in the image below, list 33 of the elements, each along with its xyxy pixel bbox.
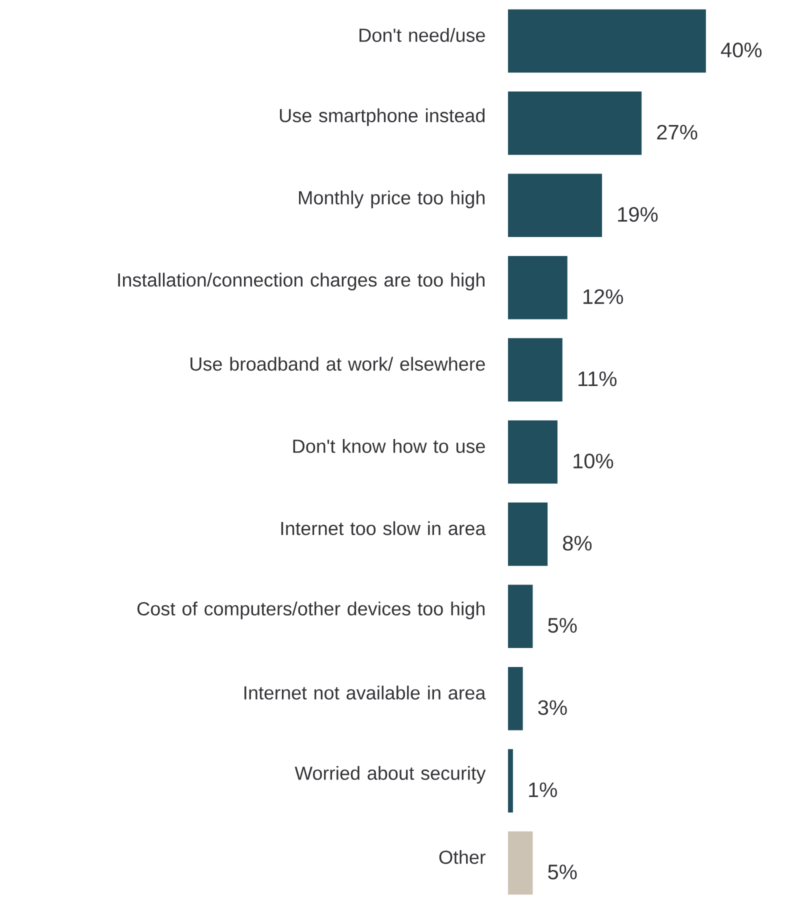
data-label: 3% (538, 700, 567, 716)
y-tick-label: Use smartphone instead (280, 108, 485, 126)
bar (508, 9, 706, 73)
data-label: 27% (657, 124, 698, 140)
bar (508, 256, 568, 320)
y-tick-label: Don't know how to use (293, 439, 485, 453)
bar (508, 831, 533, 895)
y-tick-label: Other (439, 850, 486, 864)
bar (508, 502, 548, 566)
data-label: 5% (548, 618, 577, 633)
bar (508, 584, 533, 648)
bar (508, 666, 523, 730)
bar (508, 420, 558, 484)
y-tick-label: Worried about security (294, 766, 486, 784)
y-tick-label: Cost of computers/other devices too high (137, 602, 485, 620)
data-label: 10% (574, 454, 614, 468)
y-tick-label: Don't need/use (360, 28, 485, 42)
bar (508, 174, 602, 238)
y-tick-label: Monthly price too high (299, 190, 485, 208)
data-label: 1% (529, 782, 557, 798)
data-label: 12% (583, 289, 624, 304)
data-label: 11% (578, 371, 617, 386)
bar (508, 749, 513, 812)
data-label: 40% (720, 42, 762, 58)
data-label: 19% (618, 206, 658, 222)
bar (508, 338, 562, 402)
y-tick-label: Use broadband at work/ elsewhere (190, 356, 485, 371)
bar (508, 92, 642, 155)
y-tick-label: Internet too slow in area (281, 521, 486, 536)
y-tick-label: Internet not available in area (244, 686, 486, 700)
data-label: 8% (563, 536, 592, 551)
y-tick-label: Installation/connection charges are too high (118, 272, 484, 290)
data-label: 5% (548, 864, 577, 880)
